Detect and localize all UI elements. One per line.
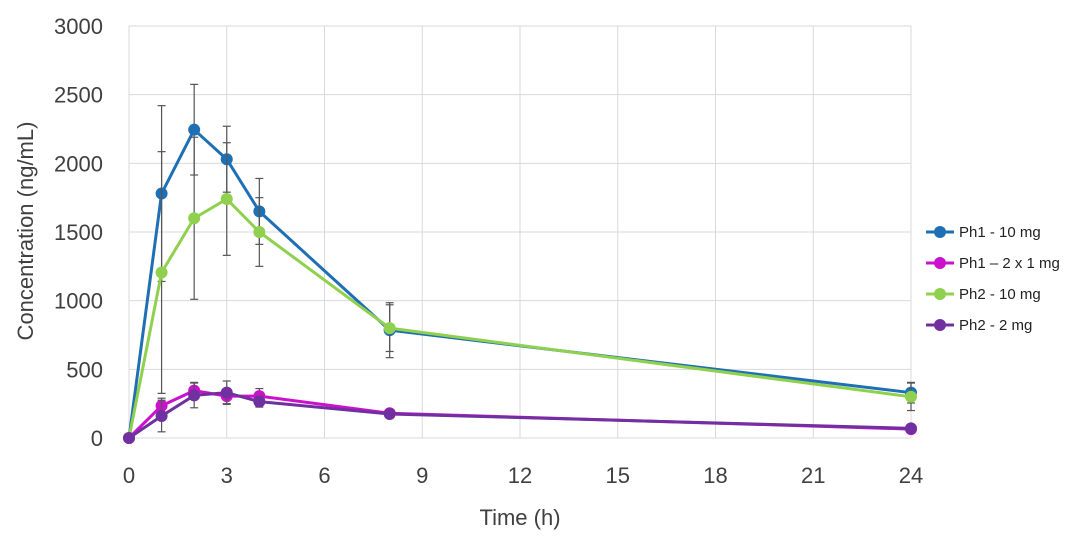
series-group (123, 380, 917, 444)
data-point (155, 266, 168, 279)
x-tick-label: 24 (899, 463, 923, 488)
data-point (220, 193, 233, 206)
plot-area (123, 83, 917, 444)
data-point (188, 212, 201, 225)
data-point (253, 395, 266, 408)
x-tick-label: 0 (123, 463, 135, 488)
x-tick-label: 9 (416, 463, 428, 488)
data-point (383, 322, 396, 335)
y-tick-labels: 0 500 1000 1500 2000 2500 3000 (54, 14, 103, 451)
grid (128, 25, 912, 439)
legend-marker (934, 288, 946, 300)
x-tick-label: 18 (703, 463, 727, 488)
legend-label: Ph1 - 10 mg (959, 224, 1041, 241)
data-point (383, 407, 396, 420)
x-tick-label: 21 (801, 463, 825, 488)
data-point (155, 410, 168, 423)
x-tick-labels: 0 3 6 9 12 15 18 21 24 (123, 463, 923, 488)
x-axis-title: Time (h) (479, 505, 560, 530)
data-point (188, 123, 201, 136)
series-group (123, 136, 917, 444)
data-point (253, 226, 266, 238)
data-point (188, 389, 201, 402)
legend-label: Ph2 - 2 mg (959, 317, 1032, 334)
legend-marker (934, 226, 946, 238)
data-point (905, 422, 917, 435)
y-tick-label: 3000 (54, 14, 103, 39)
y-tick-label: 1500 (54, 220, 103, 245)
data-point (905, 390, 917, 403)
x-tick-label: 12 (508, 463, 532, 488)
legend-marker (934, 319, 946, 331)
legend: Ph1 - 10 mg Ph1 – 2 x 1 mg Ph2 - 10 mg Ph2 … (926, 224, 1060, 334)
data-point (220, 386, 233, 399)
y-tick-label: 0 (91, 426, 103, 451)
y-tick-label: 2500 (54, 83, 103, 108)
legend-label: Ph1 – 2 x 1 mg (959, 255, 1060, 272)
y-axis-title: Concentration (ng/mL) (13, 122, 38, 341)
x-tick-label: 15 (606, 463, 630, 488)
y-tick-label: 500 (66, 357, 103, 382)
legend-label: Ph2 - 10 mg (959, 286, 1041, 303)
x-tick-label: 3 (221, 463, 233, 488)
y-tick-label: 2000 (54, 151, 103, 176)
legend-marker (934, 257, 946, 269)
y-tick-label: 1000 (54, 289, 103, 314)
data-point (123, 432, 135, 444)
x-tick-label: 6 (318, 463, 330, 488)
